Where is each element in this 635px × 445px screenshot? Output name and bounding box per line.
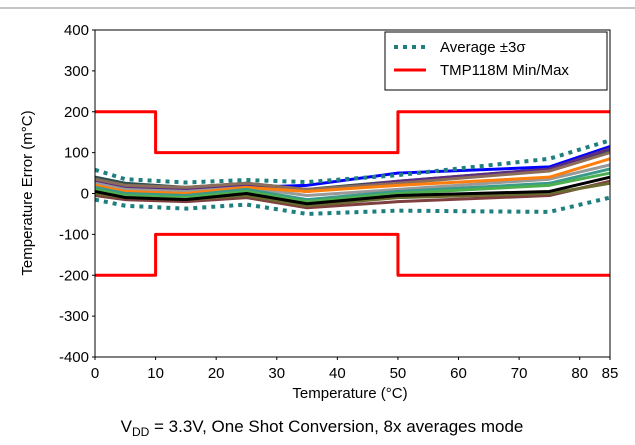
y-tick-label: -100 xyxy=(59,226,89,243)
series-line xyxy=(95,232,610,277)
plot-frame xyxy=(94,29,611,358)
y-tick-label: 0 xyxy=(81,186,89,203)
caption: VDD = 3.3V, One Shot Conversion, 8x aver… xyxy=(121,417,524,439)
y-tick-label: -200 xyxy=(59,267,89,284)
y-tick-label: 400 xyxy=(64,22,89,39)
series-line xyxy=(94,167,611,202)
x-tick-label: 0 xyxy=(91,365,99,382)
series-line xyxy=(94,138,611,185)
x-tick-label: 10 xyxy=(147,365,164,382)
x-tick-label: 85 xyxy=(602,365,619,382)
y-tick-label: 200 xyxy=(64,104,89,121)
y-tick-label: -400 xyxy=(59,349,89,366)
series-line xyxy=(94,151,611,191)
x-tick-label: 70 xyxy=(511,365,528,382)
caption-subscript: DD xyxy=(132,425,150,439)
series-line xyxy=(94,195,611,216)
series-line xyxy=(94,175,611,206)
legend-box xyxy=(384,31,608,91)
y-tick-label: -300 xyxy=(59,308,89,325)
series-line xyxy=(94,163,611,198)
x-tick-label: 40 xyxy=(329,365,346,382)
x-axis-title: Temperature (°C) xyxy=(292,385,407,402)
x-tick-label: 60 xyxy=(450,365,467,382)
y-tick-label: 300 xyxy=(64,63,89,80)
legend-label: Average ±3σ xyxy=(440,39,526,56)
series-line xyxy=(94,179,611,210)
caption-rest: = 3.3V, One Shot Conversion, 8x averages… xyxy=(149,417,523,436)
series-line xyxy=(95,110,610,155)
y-tick-label: 100 xyxy=(64,145,89,162)
x-tick-label: 20 xyxy=(208,365,225,382)
y-axis-title: Temperature Error (m°C) xyxy=(19,110,36,275)
x-tick-label: 80 xyxy=(571,365,588,382)
x-tick-label: 50 xyxy=(390,365,407,382)
series-line xyxy=(94,171,611,204)
caption-prefix: V xyxy=(121,417,133,436)
legend-label: TMP118M Min/Max xyxy=(440,62,569,79)
series-line xyxy=(94,157,611,195)
x-tick-label: 30 xyxy=(268,365,285,382)
